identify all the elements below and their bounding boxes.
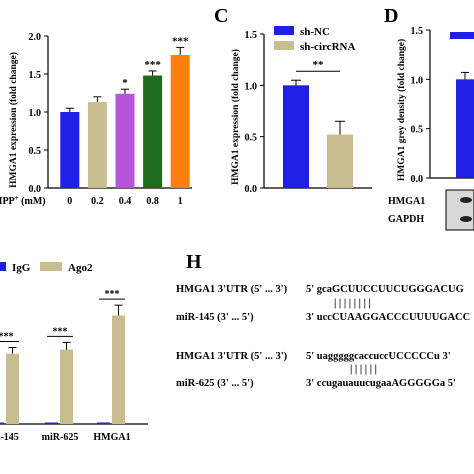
- legend-swatch: [40, 262, 62, 271]
- y-tick-label: 1.5: [411, 26, 424, 37]
- x-tick-label: miR-625: [42, 432, 79, 443]
- y-tick-label: 0.5: [245, 133, 258, 144]
- significance-label: ***: [0, 332, 14, 343]
- sequence-text: 5' gcaGCUUCCUUCUGGGACUG: [306, 284, 464, 295]
- bar: [6, 353, 19, 424]
- bar: [45, 422, 58, 424]
- significance-label: ***: [105, 289, 120, 300]
- y-axis-label: HMGA1 expression (fold change): [8, 52, 19, 188]
- chart-hmga1-mpp: 0.0 0.5 1.0 1.5 2.0 HMGA1 expression (fold ch…: [0, 32, 192, 207]
- y-axis-label: HMGA1 expression (fold change): [230, 49, 241, 185]
- sequence-text: 3' uccCUAAGGACCCUUUUGACC: [306, 312, 470, 323]
- bar: [327, 134, 353, 188]
- sequence-text: 3' ccugauauucugaaAGGGGGa 5': [306, 378, 456, 389]
- chart-rip-ago2: IgG Ago2 *** R-145 *** miR-625 *** HMGA1: [0, 262, 148, 443]
- panel-label-d: D: [384, 5, 398, 27]
- significance-label: ***: [53, 326, 68, 337]
- pairing-lines: | | | | | | | |: [334, 298, 371, 309]
- y-tick-label: 0.0: [29, 184, 42, 195]
- binding-site-panel: HMGA1 3'UTR (5' ... 3') 5' gcaGCUUCCUUCUG…: [176, 284, 470, 389]
- x-tick-label: 0.2: [91, 196, 104, 207]
- significance-label: ***: [172, 35, 189, 47]
- pairing-lines: | | | | | |: [350, 364, 377, 375]
- x-tick-label: HMGA1: [93, 432, 130, 443]
- legend-label: sh-circRNA: [300, 41, 355, 53]
- y-tick-label: 1.0: [411, 75, 424, 86]
- bar: [170, 55, 190, 188]
- chart-hmga1-grey: 0.0 0.5 1.0 1.5 HMGA1 grey density (fold cha…: [388, 26, 474, 231]
- legend-swatch: [450, 32, 474, 39]
- bar: [112, 315, 125, 424]
- bar: [115, 93, 135, 188]
- y-tick-label: 0.5: [411, 125, 424, 136]
- y-tick-label: 1.5: [29, 70, 42, 81]
- chart-hmga1-sh: 0.0 0.5 1.0 1.5 HMGA1 expression (fold chang…: [230, 26, 372, 195]
- legend-swatch: [274, 41, 294, 50]
- blot-label: GAPDH: [388, 214, 424, 225]
- sequence-label: miR-145 (3' ... 5'): [176, 312, 254, 323]
- significance-label: **: [313, 59, 325, 71]
- x-axis-label: MPP+ (mM): [0, 194, 46, 207]
- bar: [0, 422, 4, 424]
- y-tick-label: 1.5: [245, 30, 258, 41]
- sequence-label: HMGA1 3'UTR (5' ... 3'): [176, 351, 288, 362]
- panel-label-h: H: [186, 251, 202, 273]
- bar: [60, 349, 73, 424]
- legend-label: Ago2: [68, 262, 93, 274]
- x-tick-label: 0.4: [119, 196, 132, 207]
- sequence-label: HMGA1 3'UTR (5' ... 3'): [176, 284, 288, 295]
- y-tick-label: 0.0: [245, 184, 258, 195]
- bar: [456, 79, 474, 178]
- y-tick-label: 1.0: [29, 108, 42, 119]
- y-axis-label: HMGA1 grey density (fold change): [396, 39, 407, 181]
- y-tick-label: 0.5: [29, 146, 42, 157]
- blot-image: [445, 189, 474, 231]
- y-tick-label: 1.0: [245, 81, 258, 92]
- blot-band: [460, 197, 472, 203]
- x-tick-label: 0: [67, 196, 72, 207]
- bar: [97, 422, 110, 424]
- bar: [143, 75, 163, 188]
- bar: [283, 85, 309, 188]
- x-tick-label: 1: [178, 196, 183, 207]
- panel-label-c: C: [214, 5, 228, 27]
- legend-swatch: [0, 262, 6, 271]
- y-tick-label: 0.0: [411, 174, 424, 185]
- sequence-label: miR-625 (3' ... 5'): [176, 378, 254, 389]
- x-tick-label: 0.8: [146, 196, 159, 207]
- legend-swatch: [274, 26, 294, 35]
- blot-band: [460, 216, 472, 222]
- significance-label: ***: [144, 59, 161, 71]
- sequence-text: 5' uagggggcaccuccUCCCCCu 3': [306, 351, 451, 362]
- bar: [87, 102, 107, 188]
- legend-label: IgG: [12, 262, 31, 274]
- legend-label: sh-NC: [300, 26, 330, 38]
- significance-label: *: [122, 77, 128, 89]
- bar: [60, 112, 80, 188]
- x-tick-label: R-145: [0, 432, 19, 443]
- blot-label: HMGA1: [388, 196, 425, 207]
- y-tick-label: 2.0: [29, 32, 42, 43]
